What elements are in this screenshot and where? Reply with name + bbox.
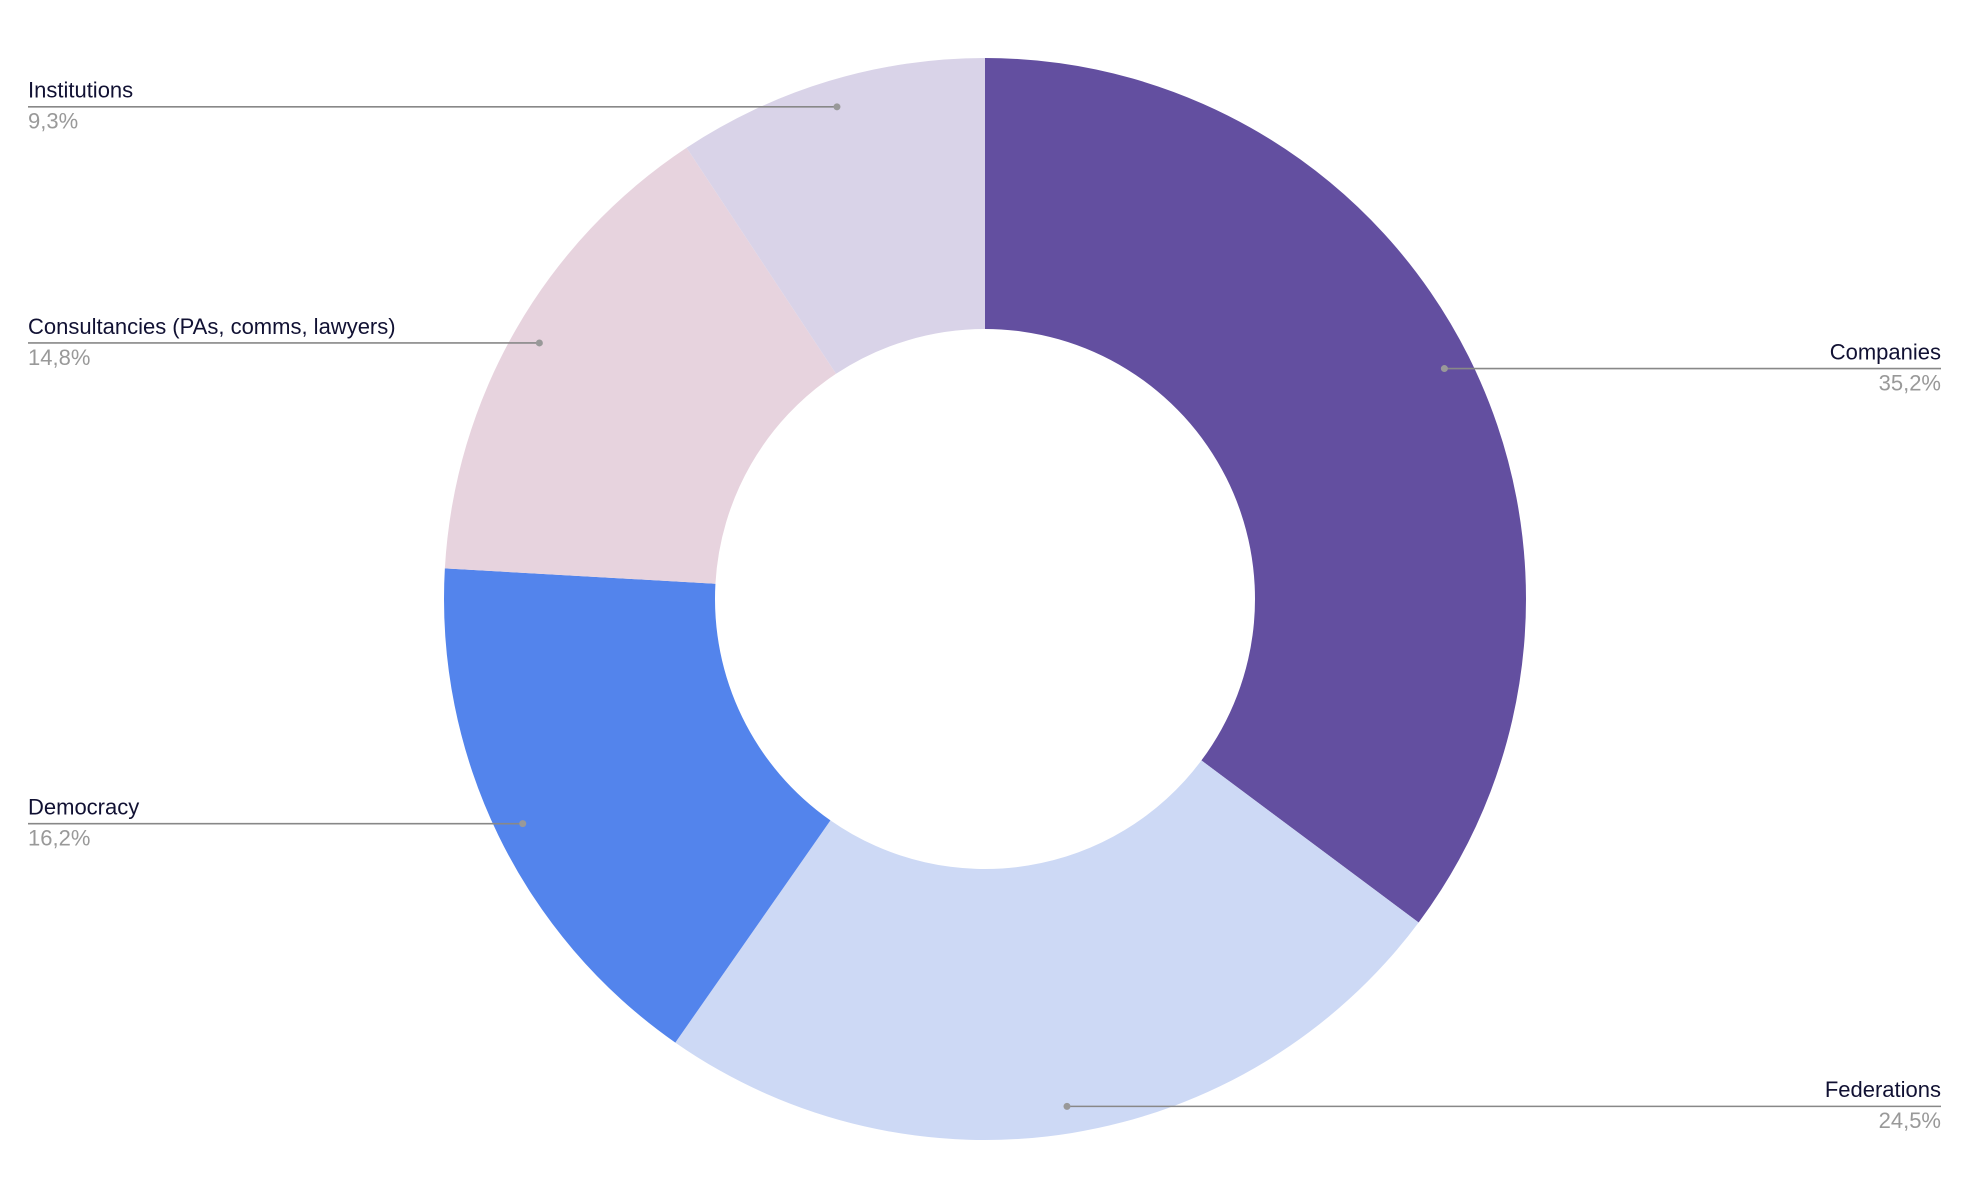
donut-slice <box>444 568 831 1043</box>
slice-label: Democracy <box>28 794 139 819</box>
donut-slice <box>444 147 837 584</box>
leader-dot <box>535 339 543 347</box>
donut-slice <box>985 58 1526 923</box>
slice-value: 24,5% <box>1879 1108 1941 1133</box>
slice-value: 35,2% <box>1879 370 1941 395</box>
slice-label: Federations <box>1825 1077 1941 1102</box>
leader-dot <box>833 103 841 111</box>
slice-value: 14,8% <box>28 345 90 370</box>
leader-dot <box>519 820 527 828</box>
slice-label: Institutions <box>28 78 133 103</box>
slice-label: Consultancies (PAs, comms, lawyers) <box>28 314 396 339</box>
slice-value: 16,2% <box>28 825 90 850</box>
leader-dot <box>1063 1102 1071 1110</box>
donut-slice <box>686 58 985 374</box>
slice-label: Companies <box>1830 339 1941 364</box>
leader-dot <box>1440 365 1448 373</box>
slice-value: 9,3% <box>28 109 78 134</box>
donut-slice <box>675 760 1419 1140</box>
